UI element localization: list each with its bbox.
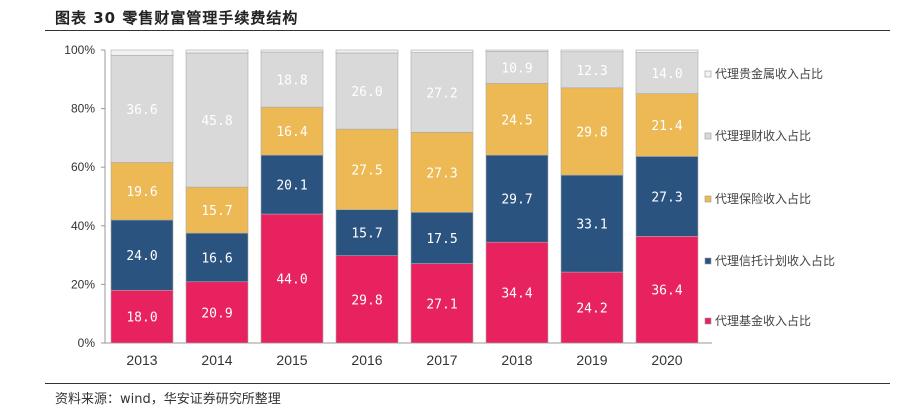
data-label: 45.8 (201, 114, 232, 129)
x-tick-label: 2016 (351, 352, 382, 368)
bar-segment (260, 213, 324, 344)
data-label: 16.6 (201, 251, 232, 266)
data-label: 20.9 (201, 306, 232, 321)
data-label: 21.4 (651, 119, 682, 134)
legend-swatch (704, 70, 712, 78)
x-tick-label: 2018 (501, 352, 532, 368)
data-label: 33.1 (576, 218, 607, 233)
data-label: 18.8 (276, 74, 307, 89)
data-label: 27.3 (426, 166, 457, 181)
bar-segment (560, 49, 624, 53)
legend-swatch (704, 317, 712, 325)
data-label: 24.2 (576, 302, 607, 317)
bar-segment (635, 93, 699, 157)
data-label: 29.8 (576, 125, 607, 140)
bar-segment (260, 154, 324, 215)
source-note: 资料来源：wind，华安证券研究所整理 (55, 392, 281, 407)
data-label: 18.0 (126, 311, 157, 326)
data-label: 44.0 (276, 273, 307, 288)
bar-segment (260, 49, 324, 53)
bar-segment (260, 106, 324, 156)
bar-segment (185, 52, 249, 188)
data-label: 27.1 (426, 297, 457, 312)
bar-segment (560, 87, 624, 176)
bar-segment (185, 49, 249, 54)
data-label: 26.0 (351, 85, 382, 100)
bar-segment (410, 263, 474, 344)
legend-label: 代理信托计划收入占比 (715, 253, 835, 268)
data-label: 29.7 (501, 193, 532, 208)
data-label: 29.8 (351, 293, 382, 308)
data-label: 27.5 (351, 163, 382, 178)
bar-segment (335, 52, 399, 130)
bar-segment (485, 49, 549, 52)
y-tick-label: 40% (71, 219, 95, 233)
bar-segment (485, 83, 549, 156)
x-tick-label: 2015 (276, 352, 307, 368)
y-tick-label: 0% (78, 336, 96, 350)
data-label: 17.5 (426, 232, 457, 247)
bar-segment (635, 49, 699, 53)
x-tick-label: 2017 (426, 352, 457, 368)
bar-segment (410, 52, 474, 133)
x-tick-label: 2020 (651, 352, 682, 368)
data-label: 15.7 (351, 227, 382, 242)
bar-segment (335, 255, 399, 344)
bar-segment (410, 49, 474, 53)
x-tick-label: 2019 (576, 352, 607, 368)
legend-label: 代理基金收入占比 (715, 313, 811, 328)
data-label: 24.5 (501, 113, 532, 128)
bar-segment (110, 49, 174, 56)
data-label: 27.2 (426, 86, 457, 101)
source-divider (45, 383, 890, 384)
data-label: 27.3 (651, 190, 682, 205)
data-label: 36.6 (126, 103, 157, 118)
bar-segment (260, 51, 324, 108)
data-label: 16.4 (276, 125, 307, 140)
y-tick-label: 20% (71, 277, 95, 291)
bar-segment (185, 232, 249, 283)
data-label: 12.3 (576, 64, 607, 79)
bar-segment (635, 236, 699, 344)
title-divider (45, 30, 890, 31)
legend-swatch (704, 195, 712, 203)
bar-segment (185, 186, 249, 234)
data-label: 20.1 (276, 179, 307, 194)
data-label: 10.9 (501, 61, 532, 76)
bar-segment (185, 281, 249, 344)
legend-swatch (704, 132, 712, 140)
bar-segment (560, 271, 624, 344)
x-tick-label: 2014 (201, 352, 232, 368)
bar-segment (335, 49, 399, 54)
bar-segment (560, 51, 624, 89)
bar-segment (410, 132, 474, 213)
data-label: 34.4 (501, 287, 532, 302)
bar-segment (110, 162, 174, 221)
y-tick-label: 100% (64, 43, 95, 57)
data-label: 19.6 (126, 185, 157, 200)
legend-label: 代理保险收入占比 (715, 191, 811, 206)
bar-segment (635, 156, 699, 237)
x-tick-label: 2013 (126, 352, 157, 368)
y-tick-label: 60% (71, 160, 95, 174)
bar-segment (110, 219, 174, 291)
bar-segment (485, 154, 549, 243)
data-label: 14.0 (651, 67, 682, 82)
data-label: 15.7 (201, 204, 232, 219)
data-label: 24.0 (126, 249, 157, 264)
legend-label: 代理理财收入占比 (715, 128, 811, 143)
legend-label: 代理贵金属收入占比 (715, 66, 823, 81)
bar-segment (485, 241, 549, 344)
y-tick-label: 80% (71, 102, 95, 116)
bar-segment (635, 52, 699, 94)
bar-segment (560, 174, 624, 273)
legend-swatch (704, 257, 712, 265)
chart-title: 图表 30 零售财富管理手续费结构 (55, 9, 299, 27)
data-label: 36.4 (651, 284, 682, 299)
bar-segment (110, 54, 174, 163)
